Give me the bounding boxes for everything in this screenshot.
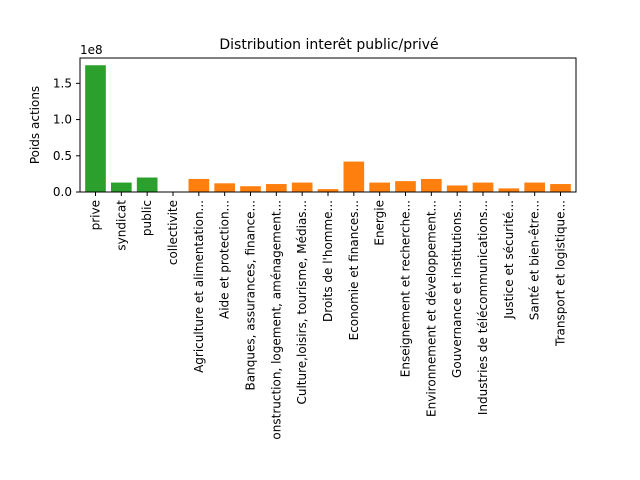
bar <box>188 178 210 192</box>
plot-area <box>85 65 571 192</box>
bar <box>240 186 261 192</box>
x-tick-label: Droits de l'homme... <box>321 200 335 322</box>
x-tick-label: Industries de télécommunications... <box>476 200 490 415</box>
x-tick-label: onstruction, logement, aménagement... <box>269 200 283 440</box>
x-tick-label: Transport et logistique... <box>554 200 568 347</box>
bar <box>111 182 132 192</box>
bar <box>550 184 571 192</box>
bar <box>317 189 339 192</box>
x-tick-label: prive <box>89 200 103 230</box>
x-tick-label: Gouvernance et institutions... <box>450 200 464 378</box>
x-tick-label: Enseignement et recherche... <box>399 200 413 377</box>
x-tick-label: Agriculture et alimentation... <box>192 200 206 373</box>
x-tick-label: public <box>140 200 154 236</box>
bar <box>472 182 494 192</box>
bar <box>421 178 442 192</box>
x-tick-label: Santé et bien-être... <box>528 200 542 320</box>
bar <box>395 181 416 192</box>
y-tick-label: 1.5 <box>53 76 72 90</box>
bar <box>291 182 313 192</box>
bar <box>266 184 287 192</box>
bar <box>446 185 468 192</box>
x-tick-label: Justice et sécurité... <box>502 200 516 320</box>
x-tick-label: Aide et protection... <box>218 200 232 319</box>
bar <box>343 161 365 192</box>
x-tick-label: Banques, assurances, finance... <box>244 200 258 390</box>
x-tick-label: syndicat <box>114 200 128 251</box>
y-tick-label: 0.5 <box>53 149 72 163</box>
y-tick-label: 0.0 <box>53 185 72 199</box>
x-tick-label: Economie et finances... <box>347 200 361 340</box>
y-axis-label: Poids actions <box>28 86 42 164</box>
bar <box>369 182 390 192</box>
bar <box>85 65 106 192</box>
bar <box>136 177 158 192</box>
bar <box>498 188 520 192</box>
y-axis: 0.0 0.5 1.0 1.5 <box>53 76 80 199</box>
y-tick-label: 1.0 <box>53 113 72 127</box>
x-tick-label: Environnement et développement... <box>424 200 438 417</box>
bar <box>214 183 235 192</box>
x-tick-label: Energie <box>373 200 387 246</box>
bar <box>524 182 545 192</box>
x-axis: prive syndicat public collectivite Agricultu… <box>89 192 568 440</box>
y-axis-scale-label: 1e8 <box>80 43 103 57</box>
x-tick-label: Culture,loisirs, tourisme, Médias... <box>295 200 309 405</box>
x-tick-label: collectivite <box>166 200 180 265</box>
chart-title: Distribution interêt public/privé <box>219 37 438 53</box>
plot-frame <box>79 57 577 193</box>
